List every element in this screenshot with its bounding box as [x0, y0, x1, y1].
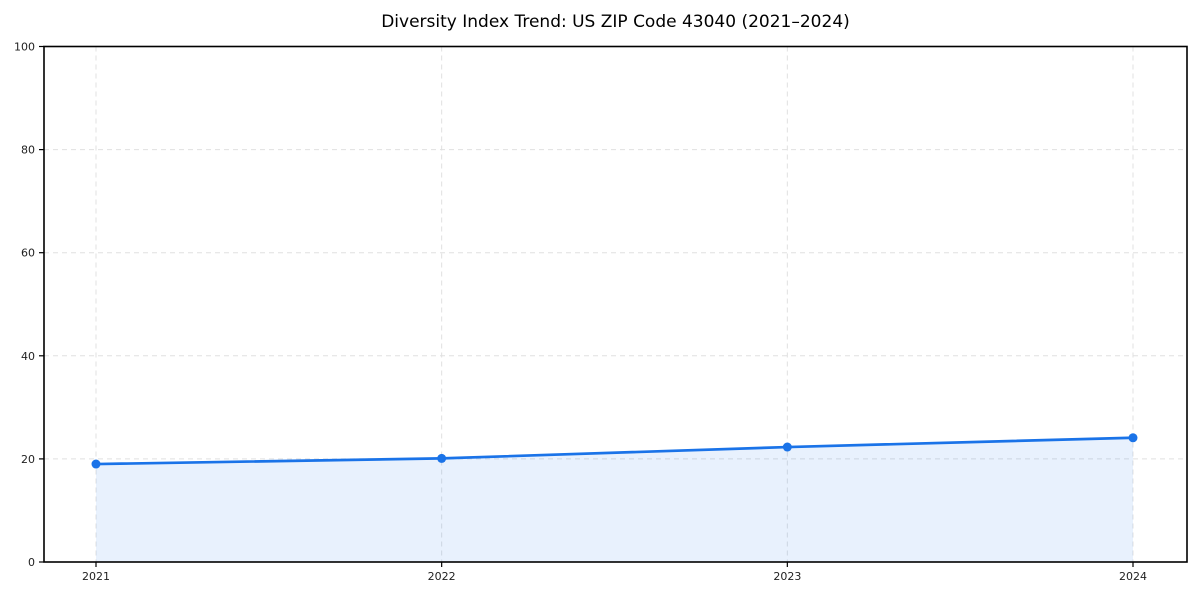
area-fill — [96, 437, 1133, 562]
x-axis-label: 2022 — [428, 570, 456, 583]
y-axis-label: 100 — [14, 41, 35, 54]
data-point-2021 — [91, 459, 101, 469]
x-axis-label: 2023 — [773, 570, 801, 583]
data-point-2024 — [1128, 433, 1138, 443]
y-axis-label: 80 — [21, 144, 35, 157]
x-axis-label: 2024 — [1119, 570, 1147, 583]
x-axis-label: 2021 — [82, 570, 110, 583]
y-axis-label: 40 — [21, 350, 35, 363]
chart-title: Diversity Index Trend: US ZIP Code 43040… — [381, 12, 850, 32]
data-point-2022 — [437, 453, 447, 463]
data-point-2023 — [782, 442, 792, 452]
y-axis-label: 20 — [21, 453, 35, 466]
y-axis-label: 0 — [28, 556, 35, 569]
trend-line — [94, 436, 1135, 466]
plot-border — [43, 45, 1188, 563]
y-axis-label: 60 — [21, 247, 35, 260]
